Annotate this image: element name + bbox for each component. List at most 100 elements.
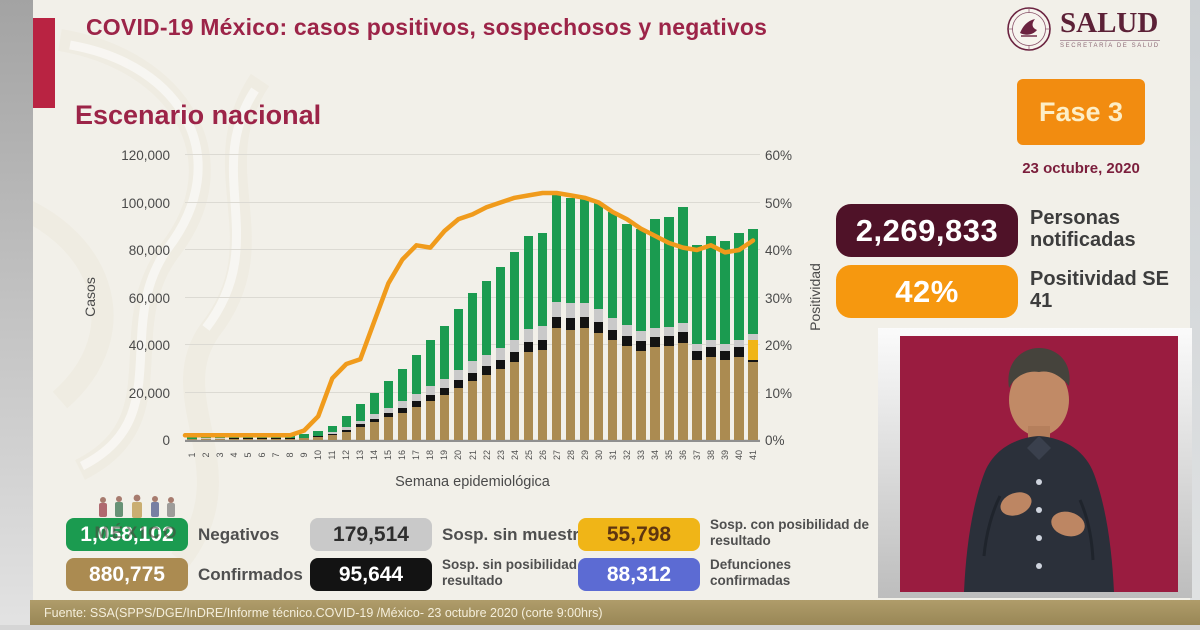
bar-segment	[678, 207, 688, 324]
x-tick: 26	[537, 450, 548, 461]
legend-label-sosp-sin-muestra: Sosp. sin muestra	[442, 525, 589, 544]
bar-segment	[593, 309, 604, 323]
bar-segment	[509, 361, 520, 440]
x-tick: 3	[215, 452, 226, 458]
bar-segment	[411, 393, 422, 402]
y-tick-right: 60%	[765, 148, 793, 163]
x-tick: 36	[677, 450, 688, 461]
y-tick-right: 10%	[765, 385, 793, 401]
bar-segment	[692, 343, 702, 351]
bar-week-12	[341, 416, 352, 440]
sign-language-interpreter-video	[900, 336, 1178, 592]
bar-segment	[734, 340, 744, 347]
x-tick: 21	[467, 450, 478, 461]
legend-badge-sosp-sin-posibilidad: 95,644	[310, 558, 432, 591]
bar-segment	[607, 317, 618, 330]
bar-segment	[593, 333, 604, 440]
bar-segment	[706, 235, 716, 340]
bar-segment	[425, 400, 436, 440]
bar-segment	[481, 374, 492, 440]
bar-week-30	[593, 202, 604, 440]
bar-segment	[439, 378, 450, 388]
stat-badge-personas-notificadas: 2,269,833	[836, 204, 1018, 257]
bar-segment	[523, 235, 534, 329]
bar-segment	[678, 342, 688, 440]
bar-week-33	[636, 228, 646, 440]
bar-segment	[664, 216, 674, 327]
bar-week-36	[678, 207, 688, 440]
sign-language-interpreter-icon	[964, 348, 1114, 592]
positivity-line-chart	[182, 190, 756, 438]
x-tick: 41	[747, 450, 758, 461]
bar-segment	[439, 394, 450, 440]
bar-segment	[664, 326, 674, 336]
bar-segment	[313, 437, 323, 440]
bar-segment	[650, 327, 660, 338]
y-tick-right: 0%	[765, 433, 785, 448]
bar-segment	[509, 252, 520, 340]
bar-segment	[355, 424, 366, 427]
bar-segment	[579, 328, 590, 440]
bar-segment	[734, 356, 744, 440]
bar-segment	[453, 380, 464, 388]
bar-segment	[411, 401, 422, 407]
bar-segment	[299, 434, 309, 438]
bar-segment	[565, 317, 576, 330]
phase-badge: Fase 3	[1017, 79, 1145, 145]
bar-segment	[537, 349, 548, 440]
bar-segment	[369, 392, 380, 415]
bar-week-37	[692, 245, 702, 440]
stat-badge-positividad: 42%	[836, 265, 1018, 318]
y-axis-left-title: Casos	[82, 277, 98, 317]
stat-label-positividad: Positividad SE 41	[1030, 268, 1169, 312]
bar-week-24	[509, 252, 520, 440]
bar-segment	[425, 394, 436, 401]
bar-segment	[285, 438, 295, 440]
x-tick: 10	[313, 450, 324, 461]
bar-segment	[355, 404, 366, 421]
bar-segment	[397, 401, 408, 408]
bar-segment	[551, 195, 562, 303]
bar-week-28	[565, 197, 576, 440]
bar-segment	[706, 346, 716, 357]
x-tick: 11	[327, 450, 338, 460]
bar-week-9	[299, 434, 309, 440]
bar-segment	[509, 352, 520, 362]
bar-segment	[467, 380, 478, 440]
bar-week-41	[748, 228, 758, 440]
y-tick-right: 20%	[765, 338, 793, 353]
bar-segment	[565, 303, 576, 318]
bar-segment	[678, 323, 688, 333]
y-tick-right: 40%	[765, 243, 793, 258]
legend-label-negativos: Negativos	[198, 525, 280, 544]
bar-week-15	[383, 380, 394, 440]
bar-segment	[748, 361, 758, 440]
bar-segment	[397, 368, 408, 402]
bar-week-38	[706, 235, 716, 440]
gridline	[185, 154, 760, 155]
bar-segment	[327, 435, 337, 440]
gridline	[185, 249, 760, 250]
bar-segment	[622, 325, 632, 337]
bar-segment	[565, 197, 576, 304]
x-tick: 13	[355, 450, 366, 461]
y-tick-left: 60,000	[128, 290, 170, 306]
bar-segment	[327, 432, 337, 435]
bar-segment	[664, 335, 674, 347]
bar-segment	[622, 346, 632, 440]
bar-week-11	[327, 425, 337, 440]
bar-week-13	[355, 404, 366, 440]
bar-segment	[439, 388, 450, 395]
bar-week-20	[453, 309, 464, 440]
logo-name: SALUD	[1060, 7, 1159, 39]
interpreter-panel	[878, 328, 1192, 598]
x-tick: 7	[271, 452, 282, 458]
y-tick-left: 100,000	[121, 195, 170, 211]
bar-segment	[355, 420, 366, 425]
bar-segment	[593, 202, 604, 310]
bar-segment	[720, 344, 730, 351]
bar-week-35	[664, 216, 674, 440]
bar-segment	[579, 197, 590, 304]
x-tick: 31	[607, 450, 618, 461]
